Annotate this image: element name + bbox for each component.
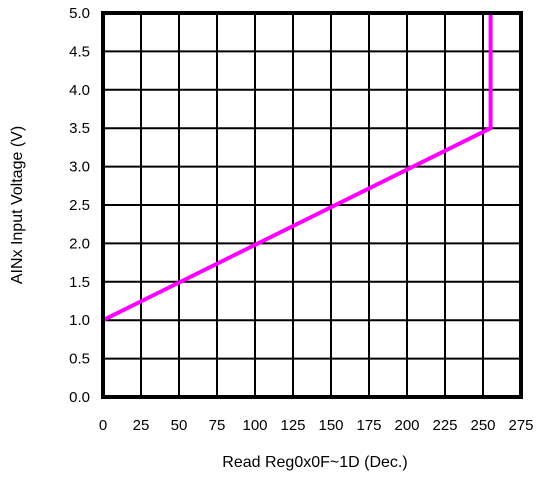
y-tick-label: 1.0 bbox=[69, 312, 90, 329]
y-tick-label: 3.0 bbox=[69, 159, 90, 176]
x-tick-label: 225 bbox=[432, 417, 457, 434]
y-tick-label: 2.0 bbox=[69, 235, 90, 252]
y-tick-labels: 0.0 0.5 1.0 1.5 2.0 2.5 3.0 3.5 4.0 4.5 5.0 bbox=[69, 5, 90, 406]
x-tick-label: 250 bbox=[470, 417, 495, 434]
x-tick-label: 275 bbox=[508, 417, 533, 434]
y-tick-label: 4.5 bbox=[69, 43, 90, 60]
x-tick-label: 200 bbox=[394, 417, 419, 434]
plot-frame bbox=[101, 11, 523, 399]
y-tick-label: 0.0 bbox=[69, 389, 90, 406]
x-tick-label: 150 bbox=[318, 417, 343, 434]
x-tick-label: 125 bbox=[280, 417, 305, 434]
y-tick-label: 0.5 bbox=[69, 351, 90, 368]
y-tick-label: 2.5 bbox=[69, 197, 90, 214]
x-tick-label: 100 bbox=[242, 417, 267, 434]
y-tick-label: 1.5 bbox=[69, 274, 90, 291]
x-axis-title: Read Reg0x0F~1D (Dec.) bbox=[222, 454, 407, 471]
x-tick-label: 50 bbox=[171, 417, 188, 434]
x-tick-label: 0 bbox=[99, 417, 107, 434]
y-tick-label: 3.5 bbox=[69, 120, 90, 137]
x-tick-label: 25 bbox=[133, 417, 150, 434]
y-axis-title: AINx Input Voltage (V) bbox=[9, 126, 26, 284]
y-tick-label: 5.0 bbox=[69, 5, 90, 22]
x-tick-label: 175 bbox=[356, 417, 381, 434]
x-tick-labels: 0 25 50 75 100 125 150 175 200 225 250 275 bbox=[99, 417, 534, 434]
x-tick-label: 75 bbox=[209, 417, 226, 434]
y-tick-label: 4.0 bbox=[69, 82, 90, 99]
grid bbox=[102, 12, 522, 398]
